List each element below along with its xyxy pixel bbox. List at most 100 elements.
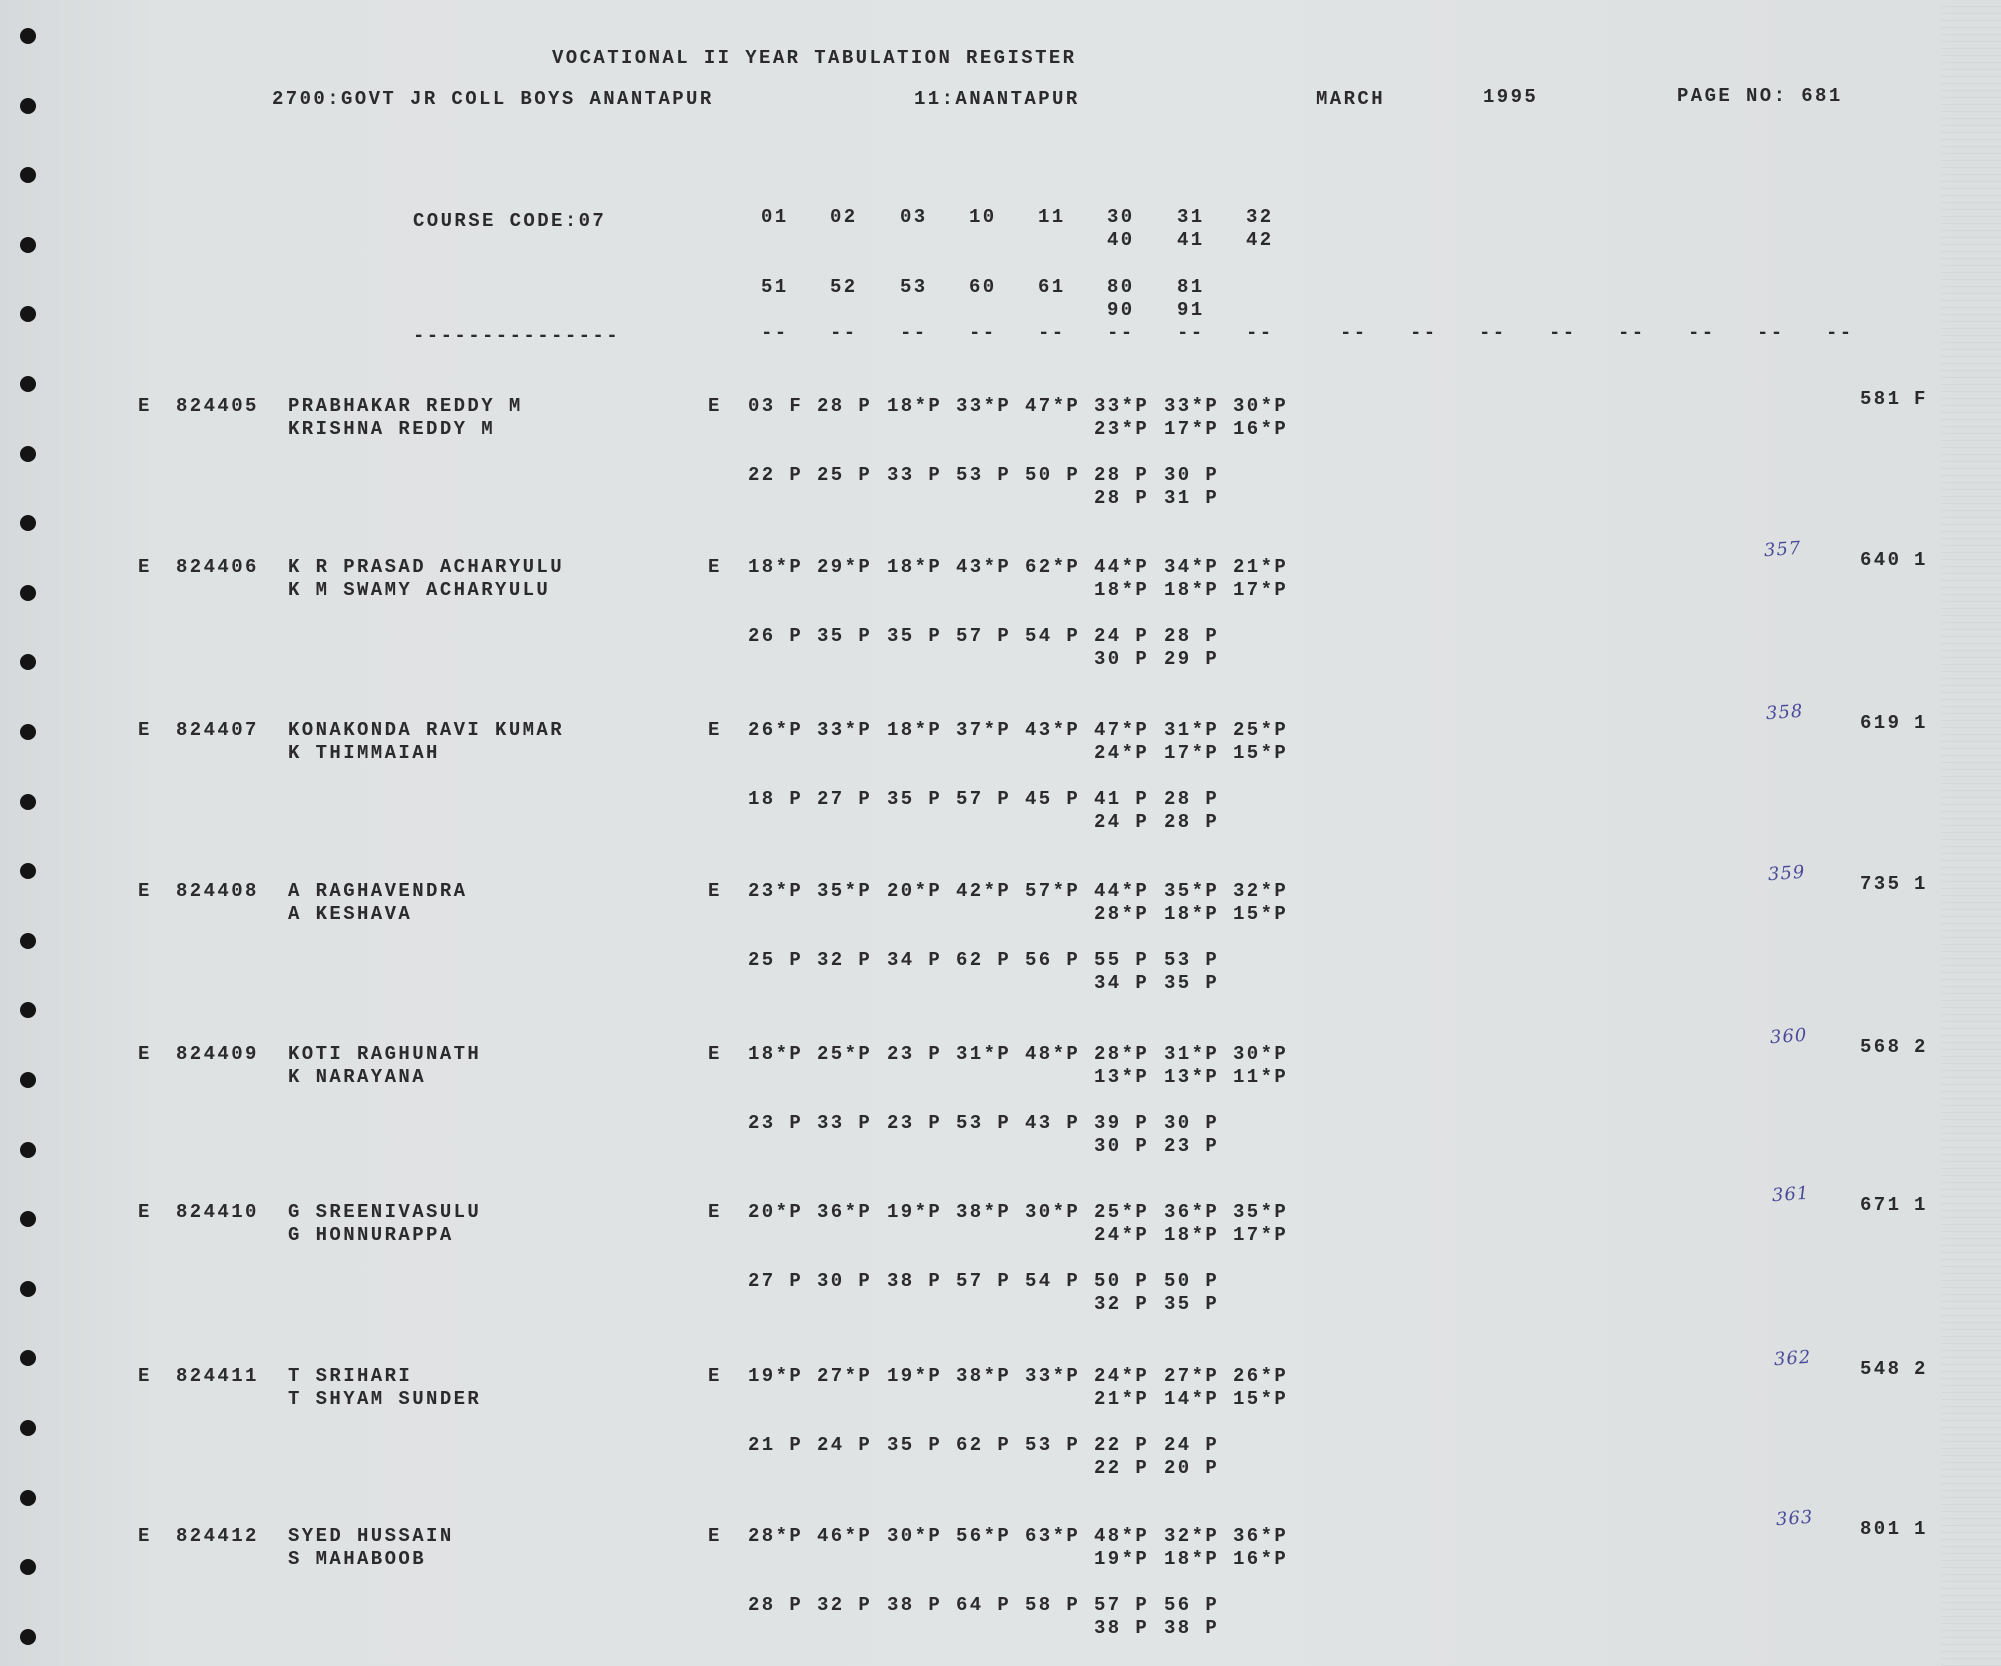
mark-cell: 24 P — [817, 1434, 873, 1456]
binder-hole — [20, 1072, 36, 1088]
binder-hole — [20, 28, 36, 44]
result-class: 1 — [1914, 873, 1928, 895]
mark-cell: 30*P — [1233, 1043, 1289, 1065]
mark-cell: 35 P — [887, 625, 943, 647]
mark-cell: 18 P — [748, 788, 804, 810]
mark-cell: 32 P — [1094, 1293, 1150, 1315]
handwritten-serial: 357 — [1763, 537, 1803, 562]
mark-cell: 48*P — [1094, 1525, 1150, 1547]
total-marks: 801 — [1860, 1518, 1902, 1540]
column-rule: -- — [761, 322, 789, 344]
total-marks: 671 — [1860, 1194, 1902, 1216]
mark-cell: 43*P — [1025, 719, 1081, 741]
mark-cell: 27 P — [817, 788, 873, 810]
binder-hole — [20, 793, 36, 810]
mark-cell: 23 P — [1164, 1135, 1220, 1157]
binder-hole — [20, 515, 36, 532]
mark-cell: 16*P — [1233, 418, 1289, 440]
column-rule: -- — [1410, 322, 1438, 344]
mark-cell: 38*P — [956, 1201, 1012, 1223]
mark-cell: 63*P — [1025, 1525, 1081, 1547]
binder-hole — [20, 97, 36, 114]
mark-cell: 57 P — [956, 1270, 1012, 1292]
total-marks: 619 — [1860, 712, 1902, 734]
binder-hole — [20, 1141, 36, 1158]
father-name: G HONNURAPPA — [288, 1224, 454, 1246]
mark-cell: 62 P — [956, 949, 1012, 971]
column-header: 01 — [761, 206, 789, 228]
total-marks: 548 — [1860, 1358, 1902, 1380]
binder-hole — [20, 236, 36, 253]
mark-cell: 28*P — [1094, 903, 1150, 925]
mark-cell: 56 P — [1025, 949, 1081, 971]
column-header: 11 — [1038, 206, 1066, 228]
student-name: A RAGHAVENDRA — [288, 880, 468, 902]
mark-cell: 34 P — [887, 949, 943, 971]
mark-cell: 28*P — [1094, 1043, 1150, 1065]
column-rule: -- — [1688, 322, 1716, 344]
page-number: PAGE NO: 681 — [1677, 85, 1843, 107]
mark-cell: 62 P — [956, 1434, 1012, 1456]
total-marks: 640 — [1860, 549, 1902, 571]
binder-hole — [20, 584, 36, 601]
mark-cell: 43*P — [956, 556, 1012, 578]
mark-cell: 39 P — [1094, 1112, 1150, 1134]
record-flag: E — [138, 1201, 152, 1223]
mark-cell: 15*P — [1233, 1388, 1289, 1410]
mark-cell: 50 P — [1164, 1270, 1220, 1292]
column-header: 02 — [830, 206, 858, 228]
mark-cell: 35 P — [887, 1434, 943, 1456]
mark-cell: 32 P — [817, 1594, 873, 1616]
mark-cell: 36*P — [1164, 1201, 1220, 1223]
mark-cell: 48*P — [1025, 1043, 1081, 1065]
medium-code: E — [708, 1043, 722, 1065]
record-flag: E — [138, 1525, 152, 1547]
mark-cell: 31*P — [956, 1043, 1012, 1065]
binder-hole — [20, 306, 36, 323]
column-header: 52 — [830, 276, 858, 298]
mark-cell: 18*P — [887, 719, 943, 741]
mark-cell: 33*P — [817, 719, 873, 741]
result-class: 1 — [1914, 1518, 1928, 1540]
mark-cell: 57 P — [956, 625, 1012, 647]
hall-ticket-number: 824408 — [176, 880, 259, 902]
binder-hole — [20, 724, 36, 740]
mark-cell: 33*P — [956, 395, 1012, 417]
mark-cell: 19*P — [887, 1201, 943, 1223]
student-name: G SREENIVASULU — [288, 1201, 482, 1223]
mark-cell: 44*P — [1094, 556, 1150, 578]
binder-hole — [20, 654, 36, 671]
record-flag: E — [138, 395, 152, 417]
mark-cell: 38*P — [956, 1365, 1012, 1387]
mark-cell: 18*P — [748, 556, 804, 578]
mark-cell: 62*P — [1025, 556, 1081, 578]
mark-cell: 11*P — [1233, 1066, 1289, 1088]
register-title: VOCATIONAL II YEAR TABULATION REGISTER — [552, 47, 1077, 69]
mark-cell: 03 F — [748, 395, 804, 417]
mark-cell: 21*P — [1094, 1388, 1150, 1410]
mark-cell: 28 P — [1164, 788, 1220, 810]
total-marks: 735 — [1860, 873, 1902, 895]
mark-cell: 19*P — [887, 1365, 943, 1387]
medium-code: E — [708, 719, 722, 741]
mark-cell: 30*P — [887, 1525, 943, 1547]
column-header: 51 — [761, 276, 789, 298]
father-name: S MAHABOOB — [288, 1548, 427, 1570]
handwritten-serial: 363 — [1775, 1506, 1815, 1531]
mark-cell: 18*P — [1164, 1224, 1220, 1246]
hall-ticket-number: 824412 — [176, 1525, 259, 1547]
college-name: 2700:GOVT JR COLL BOYS ANANTAPUR — [272, 88, 714, 110]
result-class: 1 — [1914, 712, 1928, 734]
medium-code: E — [708, 1365, 722, 1387]
mark-cell: 35*P — [817, 880, 873, 902]
medium-code: E — [708, 1201, 722, 1223]
mark-cell: 28 P — [1164, 811, 1220, 833]
mark-cell: 38 P — [1094, 1617, 1150, 1639]
column-rule: -- — [1246, 322, 1274, 344]
result-class: F — [1914, 388, 1928, 410]
column-header: 91 — [1177, 299, 1205, 321]
column-rule: -- — [969, 322, 997, 344]
mark-cell: 33*P — [1025, 1365, 1081, 1387]
binder-hole — [20, 1559, 36, 1576]
medium-code: E — [708, 556, 722, 578]
